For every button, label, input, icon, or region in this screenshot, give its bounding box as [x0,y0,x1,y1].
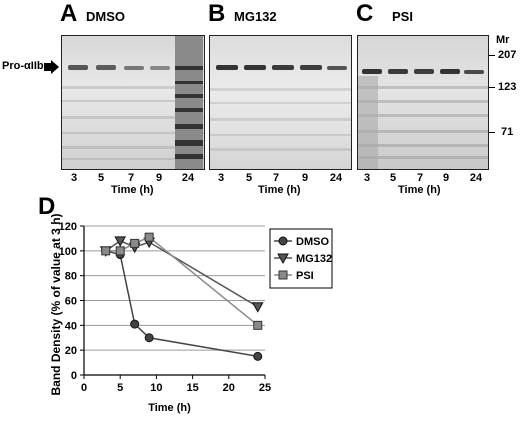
gel-panel-mg132 [209,35,352,170]
gel-xlabel-b: Time (h) [258,184,301,196]
y-tick-label-40: 40 [65,320,77,332]
gel-bands-dmso [62,36,204,169]
gel-xlabel-c: Time (h) [398,184,441,196]
x-tick-label-0: 0 [81,382,87,394]
x-tick-label-25: 25 [259,382,271,394]
x-tick-label-15: 15 [186,382,198,394]
gel-xlabel-a: Time (h) [111,184,154,196]
panel-letter-d: D [38,193,56,220]
data-point-psi-5 [115,246,125,256]
gel-panel-psi [357,35,489,170]
lane-label-b-7: 7 [272,172,280,184]
lane-label-c-7: 7 [416,172,424,184]
data-point-mg132-5 [114,236,127,247]
legend-marker-psi [278,270,288,280]
legend-label-mg132: MG132 [296,253,332,265]
lane-label-a-5: 5 [97,172,105,184]
panel-title-dmso: DMSO [86,9,125,24]
gel-panel-dmso [61,35,205,170]
x-tick-label-10: 10 [150,382,162,394]
y-tick-label-60: 60 [65,296,77,308]
gel-bands-psi [358,69,488,169]
mr-title: Mr [496,34,510,46]
panel-letter-b: B [208,0,226,27]
data-point-psi-24 [253,320,263,330]
mr-tick-207 [489,55,495,56]
data-point-dmso-24 [253,351,263,361]
data-point-psi-3 [101,246,111,256]
lane-label-b-24: 24 [329,172,343,184]
legend-marker-mg132 [277,253,289,265]
data-point-psi-7 [130,238,140,248]
mr-tick-71 [489,132,495,133]
lane-label-b-9: 9 [301,172,309,184]
panel-title-mg132: MG132 [234,9,277,24]
mr-marker-207: 207 [498,49,517,61]
x-tick-label-5: 5 [117,382,123,394]
data-point-mg132-24 [251,302,264,313]
lane-label-a-9: 9 [155,172,163,184]
lane-label-b-5: 5 [245,172,253,184]
lane-label-a-24: 24 [181,172,195,184]
mr-marker-71: 71 [501,126,514,138]
panel-letter-a: A [60,0,78,27]
lane-label-c-5: 5 [389,172,397,184]
panel-letter-c: C [356,0,374,27]
lane-label-c-3: 3 [363,172,371,184]
y-tick-label-100: 100 [59,246,77,258]
lane-label-c-24: 24 [469,172,483,184]
lane-label-a-7: 7 [127,172,135,184]
x-tick-label-20: 20 [223,382,235,394]
legend-label-psi: PSI [296,270,314,282]
lane-label-b-3: 3 [217,172,225,184]
y-tick-label-20: 20 [65,345,77,357]
y-axis-title: Band Density (% of value at 3 h) [49,213,63,395]
data-point-psi-9 [144,232,154,242]
band-density-chart: 0 20 40 60 80 100 120 0 5 10 15 20 25 Time (h) Band De… [49,213,333,414]
series-line-dmso [105,250,258,358]
lane-label-c-9: 9 [442,172,450,184]
y-tick-label-120: 120 [59,221,77,233]
data-point-dmso-7 [130,319,140,329]
legend-label-dmso: DMSO [296,236,329,248]
y-tick-label-0: 0 [71,370,77,382]
y-tick-label-80: 80 [65,271,77,283]
data-point-dmso-9 [144,333,154,343]
gel-bands-mg132 [210,65,351,151]
legend-marker-dmso [278,236,288,246]
panel-title-psi: PSI [392,9,413,24]
lane-label-a-3: 3 [70,172,78,184]
x-axis-title: Time (h) [148,402,191,414]
pro-aiib-arrow-icon [44,60,59,74]
mr-marker-123: 123 [498,81,517,93]
mr-tick-123 [489,87,495,88]
pro-aiib-label: Pro-αIIb [2,60,44,72]
